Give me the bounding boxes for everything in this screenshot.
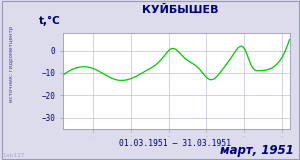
Text: t,°C: t,°C: [39, 16, 61, 26]
Text: 01.03.1951 – 31.03.1951: 01.03.1951 – 31.03.1951: [119, 139, 232, 148]
Text: март, 1951: март, 1951: [220, 144, 294, 157]
Text: lab127: lab127: [3, 153, 26, 158]
Text: КУЙБЫШЕВ: КУЙБЫШЕВ: [142, 5, 218, 15]
Text: источник: гидрометцентр: источник: гидрометцентр: [9, 26, 14, 102]
